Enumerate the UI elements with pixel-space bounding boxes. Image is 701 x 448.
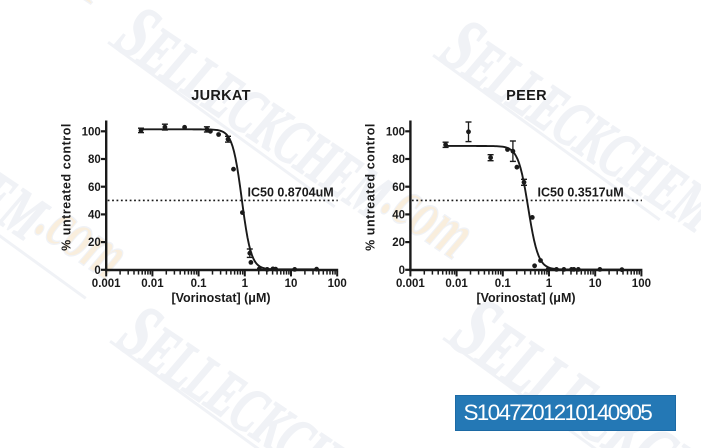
svg-text:1: 1 [546,278,553,290]
svg-text:% untreated control: % untreated control [364,123,378,251]
svg-text:0.01: 0.01 [445,278,468,290]
svg-text:100: 100 [386,126,405,138]
svg-text:100: 100 [632,278,651,290]
svg-text:60: 60 [88,182,101,194]
svg-text:100: 100 [328,278,347,290]
svg-text:JURKAT: JURKAT [191,88,251,104]
svg-text:IC50 0.8704uM: IC50 0.8704uM [248,185,334,199]
svg-text:20: 20 [88,237,101,249]
svg-text:80: 80 [88,154,101,166]
svg-text:0.1: 0.1 [191,278,208,290]
svg-text:% untreated control: % untreated control [60,123,74,251]
svg-text:[Vorinostat] (μM): [Vorinostat] (μM) [476,291,575,305]
svg-text:80: 80 [392,154,405,166]
svg-text:1: 1 [242,278,249,290]
svg-text:0: 0 [399,265,405,277]
svg-text:0.001: 0.001 [396,278,425,290]
svg-text:0.01: 0.01 [141,278,164,290]
svg-text:0.001: 0.001 [92,278,121,290]
svg-text:[Vorinostat] (μM): [Vorinostat] (μM) [171,291,270,305]
svg-text:20: 20 [392,237,405,249]
svg-text:100: 100 [82,126,101,138]
svg-text:0.1: 0.1 [495,278,512,290]
svg-text:0: 0 [94,265,100,277]
svg-text:PEER: PEER [506,88,547,104]
svg-text:40: 40 [392,210,405,222]
svg-text:10: 10 [589,278,602,290]
svg-text:60: 60 [392,182,405,194]
svg-text:40: 40 [88,210,101,222]
svg-text:10: 10 [285,278,298,290]
svg-text:IC50 0.3517uM: IC50 0.3517uM [538,185,624,199]
